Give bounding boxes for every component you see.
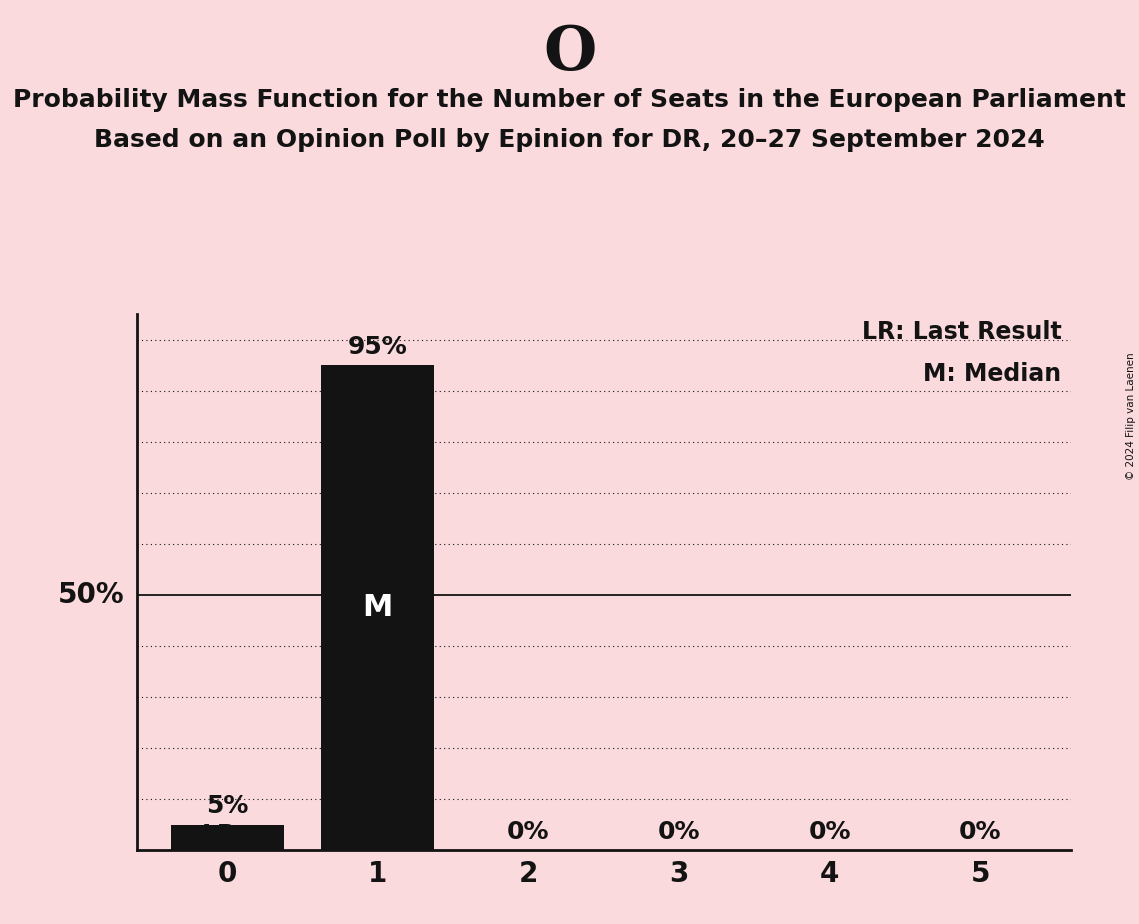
Text: M: Median: M: Median	[924, 362, 1062, 386]
Text: LR: LR	[202, 822, 237, 846]
Text: 0%: 0%	[809, 820, 851, 844]
Text: M: M	[362, 593, 393, 622]
Text: Probability Mass Function for the Number of Seats in the European Parliament: Probability Mass Function for the Number…	[13, 88, 1126, 112]
Text: O: O	[543, 23, 596, 83]
Text: Based on an Opinion Poll by Epinion for DR, 20–27 September 2024: Based on an Opinion Poll by Epinion for …	[95, 128, 1044, 152]
Text: 0%: 0%	[959, 820, 1001, 844]
Text: 5%: 5%	[206, 795, 248, 819]
Bar	[321, 365, 434, 850]
Text: 95%: 95%	[347, 335, 408, 359]
Text: 50%: 50%	[58, 581, 124, 609]
Text: 0%: 0%	[657, 820, 700, 844]
Text: LR: Last Result: LR: Last Result	[861, 320, 1062, 344]
Text: 0%: 0%	[507, 820, 550, 844]
Bar	[171, 824, 284, 850]
Text: © 2024 Filip van Laenen: © 2024 Filip van Laenen	[1126, 352, 1136, 480]
